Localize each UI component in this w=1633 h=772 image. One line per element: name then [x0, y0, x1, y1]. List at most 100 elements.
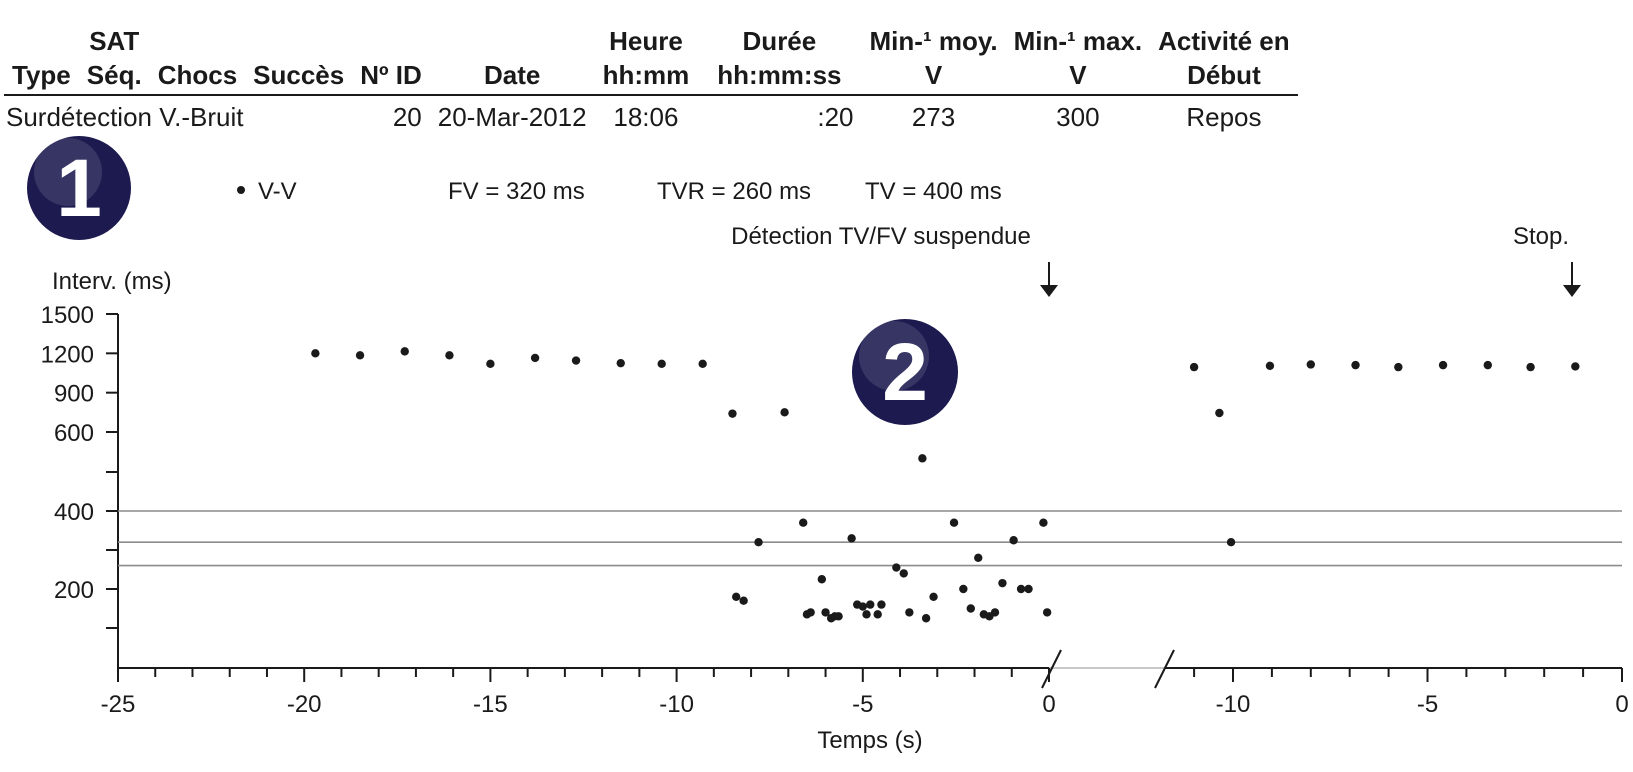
legend-tvr: TVR = 260 ms — [657, 178, 811, 205]
badge-2-circle — [852, 319, 958, 425]
reference-lines — [118, 510, 1622, 567]
x-tick-label: -5 — [852, 691, 873, 718]
data-point — [974, 553, 983, 562]
y-tick-label: 1500 — [41, 302, 94, 329]
data-point — [1265, 361, 1275, 370]
data-point — [728, 409, 737, 418]
data-point — [445, 351, 454, 360]
data-point — [731, 592, 741, 601]
stop-arrow — [1563, 262, 1581, 297]
y-tick-label: 600 — [54, 420, 94, 447]
legend-tv: TV = 400 ms — [865, 178, 1002, 205]
data-point — [1351, 360, 1360, 370]
y-tick-label: 1200 — [41, 341, 94, 368]
data-point — [1394, 362, 1403, 372]
data-point — [966, 604, 975, 613]
col-header-sat-seq: SAT Séq. — [78, 24, 150, 96]
y-axis-ticks: 1500 1200 900 600 400 200 — [41, 302, 118, 629]
col-header-min-max: Min-¹ max. V — [1005, 24, 1151, 96]
data-point — [959, 584, 968, 594]
annotation-stop: Stop. — [1513, 223, 1569, 250]
data-point — [530, 353, 540, 363]
data-point — [1438, 360, 1448, 370]
data-point — [862, 610, 871, 619]
data-point — [739, 596, 748, 605]
vv-points — [311, 347, 1580, 623]
x-tick-label: 0 — [1615, 691, 1628, 718]
data-point — [1042, 608, 1052, 617]
y-tick-label: 200 — [54, 577, 94, 604]
data-point — [1483, 360, 1492, 370]
data-point — [1526, 362, 1535, 372]
col-header-duree: Durée hh:mm:ss — [697, 24, 862, 96]
col-header-succes: Succès — [245, 24, 353, 96]
col-header-type: Type — [4, 24, 79, 96]
data-point — [754, 538, 763, 547]
data-point — [921, 614, 931, 623]
axis-break-mark-2 — [1154, 649, 1175, 689]
data-point — [847, 534, 856, 543]
data-point — [486, 359, 495, 369]
data-point — [799, 518, 808, 527]
annotation-suspended: Détection TV/FV suspendue — [731, 223, 1031, 250]
axis-break-mark-1 — [1041, 649, 1062, 689]
data-point — [866, 600, 875, 609]
table-header-row: Type SAT Séq. Chocs Succès Nº ID Date Heu… — [4, 24, 1298, 96]
cell-heure: 18:06 — [613, 102, 679, 132]
legend-marker — [237, 186, 245, 194]
cell-duree: :20 — [817, 102, 854, 132]
data-point — [929, 592, 938, 601]
col-header-date: Date — [429, 24, 595, 96]
episode-summary-table: Type SAT Séq. Chocs Succès Nº ID Date Heu… — [4, 24, 1298, 134]
data-point — [616, 358, 625, 368]
badge-1-highlight — [34, 138, 102, 206]
data-point — [817, 575, 827, 584]
cell-id: 20 — [392, 102, 422, 132]
col-header-min-moy: Min-¹ moy. V — [861, 24, 1006, 96]
cell-activite: Repos — [1186, 102, 1262, 132]
badge-1: 1 — [27, 136, 131, 240]
x-tick-label: 0 — [1042, 691, 1055, 718]
data-point — [806, 608, 815, 617]
x-axis-ticks: -25 -20 -15 -10 -5 0 -10 -5 0 — [101, 668, 1629, 718]
x-tick-label: -15 — [473, 691, 508, 718]
data-point — [780, 408, 789, 417]
data-point — [1306, 360, 1316, 369]
cell-date: 20-Mar-2012 — [437, 102, 587, 132]
table-row: Surdétection V.-Bruit 20 20-Mar-2012 18:… — [4, 95, 1298, 134]
data-point — [1226, 538, 1236, 547]
data-point — [355, 351, 365, 360]
data-point — [858, 602, 867, 611]
legend-series: V-V — [258, 178, 297, 205]
x-tick-label: -10 — [659, 691, 694, 718]
data-point — [1009, 536, 1018, 545]
legend-fv: FV = 320 ms — [448, 178, 585, 205]
col-header-heure: Heure hh:mm — [594, 24, 698, 96]
data-point — [1189, 362, 1199, 372]
cell-type: Surdétection V.-Bruit — [6, 102, 244, 132]
data-point — [998, 578, 1007, 588]
x-tick-label: -10 — [1216, 691, 1251, 718]
x-tick-label: -5 — [1417, 691, 1438, 718]
data-point — [873, 610, 882, 619]
x-axis-label: Temps (s) — [817, 727, 922, 754]
cell-min-moy: 273 — [911, 102, 956, 132]
data-point — [990, 608, 1000, 617]
x-tick-label: -25 — [101, 691, 136, 718]
data-point — [1016, 584, 1026, 594]
col-header-chocs: Chocs — [149, 24, 246, 96]
badge-2: 2 — [852, 319, 958, 425]
col-header-id: Nº ID — [352, 24, 430, 96]
data-point — [949, 518, 959, 527]
y-tick-label: 400 — [54, 499, 94, 526]
data-point — [311, 349, 320, 358]
data-point — [821, 608, 830, 617]
y-axis-label: Interv. (ms) — [52, 268, 172, 295]
data-point — [400, 347, 409, 356]
data-point — [877, 600, 886, 609]
badge-2-number: 2 — [882, 327, 928, 418]
data-point — [698, 359, 707, 369]
data-point — [918, 454, 927, 463]
data-point — [571, 356, 581, 365]
